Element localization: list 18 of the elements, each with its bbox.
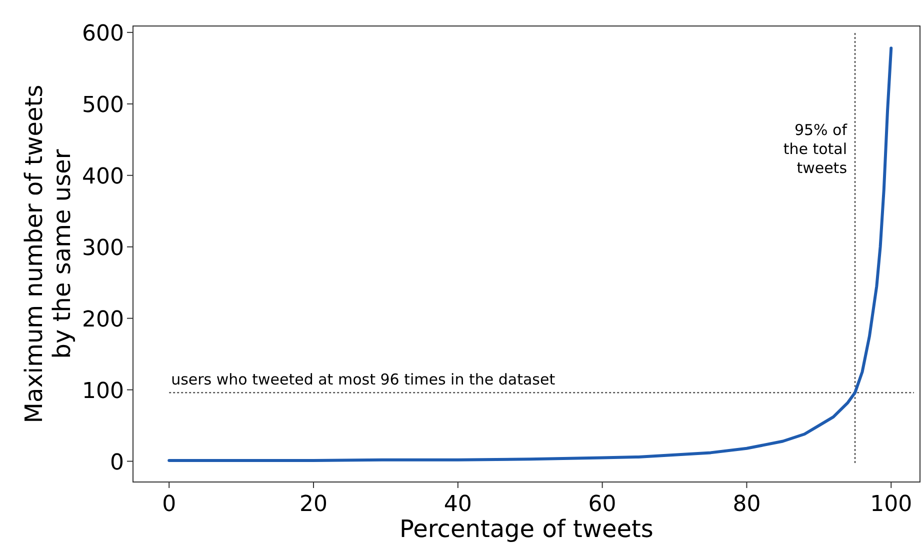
line-series <box>168 46 893 462</box>
y-axis-title: Maximum number of tweets by the same user <box>20 84 76 424</box>
x-tick-label: 0 <box>162 492 176 517</box>
x-tick-label: 60 <box>588 492 616 517</box>
ref-line-label: 95% of the total tweets <box>783 121 848 177</box>
x-tick-label: 80 <box>732 492 761 517</box>
x-axis-title: Percentage of tweets <box>400 515 654 543</box>
x-tick-label: 20 <box>300 492 328 517</box>
y-tick-label: 100 <box>82 378 124 404</box>
y-tick-label: 600 <box>82 21 124 46</box>
y-tick-label: 300 <box>82 236 124 261</box>
y-tick-label: 500 <box>82 92 124 118</box>
ref-line-label: users who tweeted at most 96 times in the dataset <box>171 370 556 389</box>
y-tick-label: 400 <box>82 164 124 190</box>
y-tick-label: 200 <box>82 307 124 332</box>
x-tick-label: 40 <box>444 492 472 517</box>
y-tick-label: 0 <box>110 450 124 476</box>
x-tick-label: 100 <box>870 492 912 517</box>
